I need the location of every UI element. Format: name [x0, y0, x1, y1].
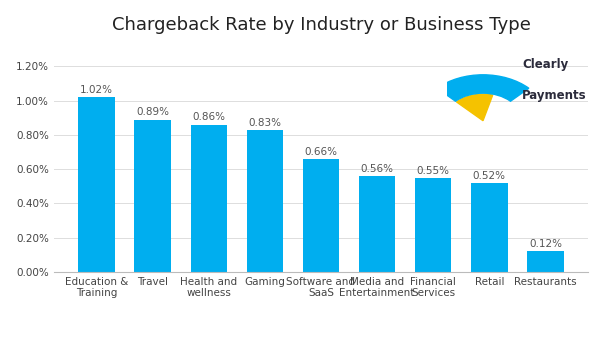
Bar	[303, 159, 339, 272]
Text: 0.83%: 0.83%	[248, 118, 281, 128]
Bar	[415, 178, 451, 272]
Text: 0.66%: 0.66%	[305, 147, 337, 157]
Text: Payments: Payments	[522, 89, 587, 102]
Bar	[471, 183, 508, 272]
Title: Chargeback Rate by Industry or Business Type: Chargeback Rate by Industry or Business …	[112, 16, 530, 34]
Text: 0.56%: 0.56%	[361, 164, 394, 174]
Wedge shape	[437, 75, 529, 101]
Text: 1.02%: 1.02%	[80, 85, 113, 95]
Bar	[78, 97, 115, 272]
Text: 0.89%: 0.89%	[136, 107, 169, 117]
Bar	[247, 130, 283, 272]
Text: Clearly: Clearly	[522, 58, 568, 71]
Text: 0.52%: 0.52%	[473, 171, 506, 181]
Bar	[134, 120, 171, 272]
Wedge shape	[457, 94, 493, 121]
Text: 0.12%: 0.12%	[529, 239, 562, 249]
Text: 0.86%: 0.86%	[192, 113, 225, 122]
Text: 0.55%: 0.55%	[417, 166, 450, 175]
Bar	[191, 125, 227, 272]
Bar	[527, 252, 564, 272]
Bar	[359, 176, 395, 272]
